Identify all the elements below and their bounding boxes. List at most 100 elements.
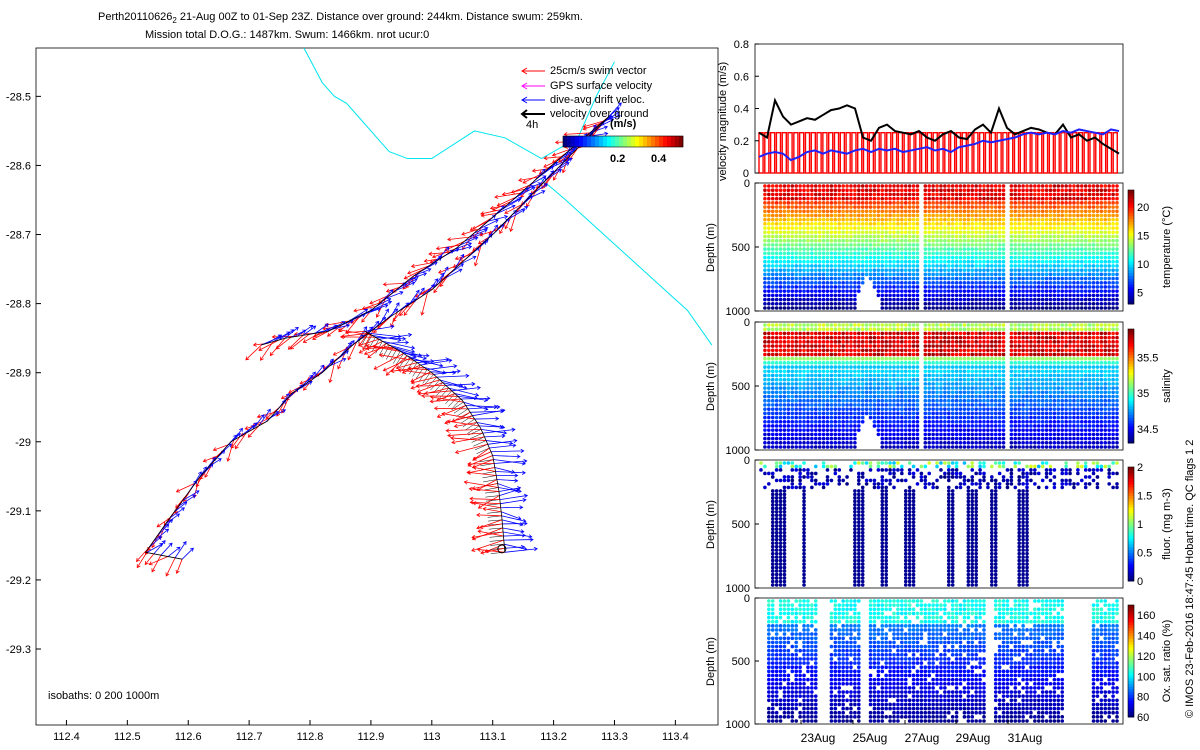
- data-point: [817, 432, 822, 437]
- data-point: [841, 230, 845, 235]
- data-point: [872, 268, 877, 272]
- swim-vector: [471, 531, 504, 540]
- data-point: [794, 327, 799, 332]
- data-point: [966, 419, 971, 424]
- data-point: [1091, 264, 1096, 268]
- data-point: [774, 238, 779, 243]
- data-point: [786, 394, 791, 399]
- data-point: [896, 285, 900, 289]
- velocity-ytick-label: 0.8: [734, 39, 749, 51]
- data-point: [1017, 247, 1021, 251]
- data-point: [853, 432, 857, 437]
- data-point: [943, 192, 947, 197]
- data-point: [1056, 293, 1061, 298]
- data-point: [1021, 251, 1025, 256]
- data-point: [829, 217, 834, 222]
- data-point: [1099, 293, 1104, 298]
- data-point: [903, 411, 908, 416]
- data-point: [982, 234, 986, 239]
- data-point: [790, 297, 795, 302]
- data-point: [986, 280, 990, 285]
- data-point: [931, 411, 935, 416]
- data-point: [900, 247, 904, 251]
- data-point: [1036, 293, 1041, 298]
- data-point: [939, 238, 943, 243]
- data-point: [853, 205, 857, 209]
- data-point: [911, 205, 916, 209]
- data-point: [821, 356, 826, 361]
- data-point: [853, 226, 857, 230]
- data-point: [1103, 201, 1108, 205]
- data-point: [829, 243, 834, 247]
- drift-vector: [378, 332, 413, 340]
- data-point: [1029, 264, 1033, 268]
- data-point: [950, 226, 955, 230]
- data-point: [876, 348, 881, 353]
- data-point: [1052, 196, 1057, 201]
- data-point: [927, 268, 932, 272]
- data-point: [900, 272, 904, 277]
- data-point: [939, 398, 943, 403]
- ground-vector: [439, 387, 449, 399]
- data-point: [1029, 297, 1033, 302]
- data-point: [990, 201, 994, 205]
- data-point: [817, 192, 822, 197]
- data-point: [813, 394, 818, 399]
- data-point: [790, 373, 795, 378]
- data-point: [1111, 188, 1115, 193]
- data-point: [1103, 238, 1108, 243]
- data-point: [782, 411, 787, 416]
- data-point: [1060, 301, 1065, 306]
- data-point: [860, 403, 865, 407]
- data-point: [774, 192, 779, 197]
- data-point: [911, 184, 916, 188]
- data-point: [962, 188, 967, 193]
- data-point: [943, 436, 947, 441]
- data-point: [1001, 196, 1006, 201]
- data-point: [903, 297, 908, 302]
- data-point: [841, 369, 845, 374]
- data-point: [993, 238, 998, 243]
- data-point: [1052, 276, 1057, 281]
- data-point: [931, 361, 935, 365]
- data-point: [849, 243, 853, 247]
- data-point: [1111, 272, 1115, 277]
- data-point: [935, 243, 939, 247]
- data-point: [1083, 209, 1088, 214]
- data-point: [946, 373, 951, 378]
- data-point: [974, 327, 978, 332]
- data-point: [990, 247, 994, 251]
- data-point: [1072, 201, 1076, 205]
- colorbar-cell: [647, 136, 652, 147]
- data-point: [990, 268, 994, 272]
- data-point: [1087, 285, 1092, 289]
- data-point: [833, 268, 838, 272]
- data-point: [770, 415, 775, 420]
- data-point: [943, 293, 947, 298]
- data-point: [833, 192, 838, 197]
- data-point: [857, 348, 861, 353]
- data-point: [806, 369, 810, 374]
- data-point: [774, 293, 779, 298]
- data-point: [900, 234, 904, 239]
- data-point: [950, 280, 955, 285]
- data-point: [817, 226, 822, 230]
- data-point: [1029, 293, 1033, 298]
- data-point: [833, 356, 838, 361]
- data-point: [794, 432, 799, 437]
- data-point: [794, 297, 799, 302]
- data-point: [896, 340, 900, 344]
- data-point: [935, 280, 939, 285]
- data-point: [907, 301, 912, 306]
- data-point: [1072, 222, 1076, 226]
- data-point: [950, 217, 955, 222]
- data-point: [845, 293, 849, 298]
- data-point: [931, 415, 935, 420]
- data-point: [884, 348, 888, 353]
- data-point: [790, 377, 795, 382]
- data-point: [872, 382, 877, 386]
- data-point: [782, 297, 787, 302]
- data-point: [954, 415, 959, 420]
- data-point: [825, 289, 830, 293]
- data-point: [802, 445, 806, 449]
